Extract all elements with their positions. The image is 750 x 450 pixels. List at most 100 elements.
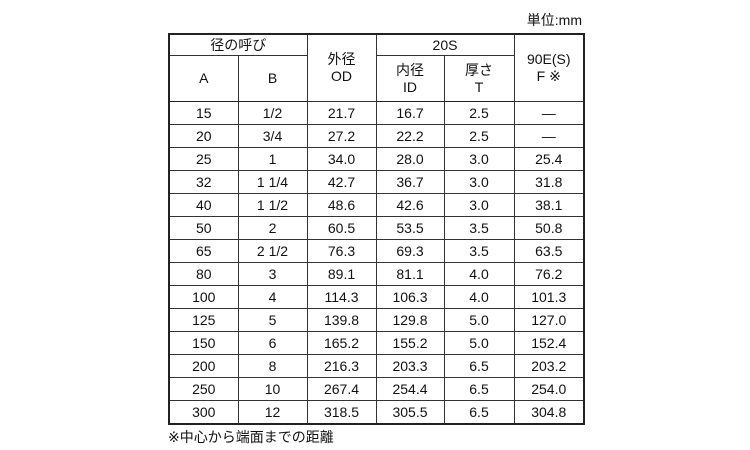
cell-f: — <box>513 101 585 125</box>
cell-od: 165.2 <box>306 331 377 355</box>
cell-t: 3.0 <box>443 193 515 217</box>
header-a: A <box>168 55 239 102</box>
cell-id: 106.3 <box>375 285 445 309</box>
table-row: 300 12 318.5 305.5 6.5 304.8 <box>168 400 585 425</box>
cell-id: 53.5 <box>375 216 445 240</box>
cell-t: 6.5 <box>443 354 515 378</box>
cell-f: 203.2 <box>513 354 585 378</box>
cell-od: 114.3 <box>306 285 377 309</box>
cell-id: 254.4 <box>375 377 445 401</box>
cell-t: 2.5 <box>443 101 515 125</box>
cell-od: 42.7 <box>306 170 377 194</box>
cell-f: 76.2 <box>513 262 585 286</box>
cell-f: 127.0 <box>513 308 585 332</box>
cell-t: 5.0 <box>443 308 515 332</box>
cell-f: 63.5 <box>513 239 585 263</box>
cell-od: 76.3 <box>306 239 377 263</box>
cell-b: 3/4 <box>237 124 308 148</box>
header-center-to-end: 90E(S) F ※ <box>513 33 585 102</box>
cell-b: 4 <box>237 285 308 309</box>
cell-a: 32 <box>168 170 239 194</box>
cell-id: 129.8 <box>375 308 445 332</box>
footnote: ※中心から端面までの距離 <box>168 429 334 445</box>
cell-id: 155.2 <box>375 331 445 355</box>
table-row: 200 8 216.3 203.3 6.5 203.2 <box>168 354 585 378</box>
cell-id: 36.7 <box>375 170 445 194</box>
cell-b: 10 <box>237 377 308 401</box>
cell-id: 16.7 <box>375 101 445 125</box>
cell-a: 20 <box>168 124 239 148</box>
cell-id: 22.2 <box>375 124 445 148</box>
cell-od: 34.0 <box>306 147 377 171</box>
cell-b: 2 <box>237 216 308 240</box>
cell-b: 1 <box>237 147 308 171</box>
cell-a: 50 <box>168 216 239 240</box>
cell-a: 65 <box>168 239 239 263</box>
cell-t: 6.5 <box>443 377 515 401</box>
cell-od: 60.5 <box>306 216 377 240</box>
cell-id: 305.5 <box>375 400 445 425</box>
cell-a: 15 <box>168 101 239 125</box>
table-row: 65 2 1/2 76.3 69.3 3.5 63.5 <box>168 239 585 263</box>
unit-label: 単位:mm <box>526 12 582 28</box>
cell-a: 300 <box>168 400 239 425</box>
table-row: 250 10 267.4 254.4 6.5 254.0 <box>168 377 585 401</box>
cell-a: 100 <box>168 285 239 309</box>
table-row: 100 4 114.3 106.3 4.0 101.3 <box>168 285 585 309</box>
cell-f: 50.8 <box>513 216 585 240</box>
cell-a: 250 <box>168 377 239 401</box>
cell-a: 125 <box>168 308 239 332</box>
cell-a: 40 <box>168 193 239 217</box>
cell-f: — <box>513 124 585 148</box>
cell-b: 8 <box>237 354 308 378</box>
cell-f: 38.1 <box>513 193 585 217</box>
table-row: 125 5 139.8 129.8 5.0 127.0 <box>168 308 585 332</box>
table-row: 32 1 1/4 42.7 36.7 3.0 31.8 <box>168 170 585 194</box>
table-row: 150 6 165.2 155.2 5.0 152.4 <box>168 331 585 355</box>
pipe-dimension-table: 径の呼び 外径 OD 20S 90E(S) F ※ A B 内径 ID 厚さ T 15 1… <box>168 33 585 425</box>
cell-t: 2.5 <box>443 124 515 148</box>
cell-a: 25 <box>168 147 239 171</box>
cell-od: 48.6 <box>306 193 377 217</box>
cell-id: 81.1 <box>375 262 445 286</box>
cell-b: 1 1/4 <box>237 170 308 194</box>
cell-f: 101.3 <box>513 285 585 309</box>
cell-f: 25.4 <box>513 147 585 171</box>
cell-b: 6 <box>237 331 308 355</box>
table-row: 20 3/4 27.2 22.2 2.5— <box>168 124 585 148</box>
cell-t: 4.0 <box>443 262 515 286</box>
header-schedule: 20S <box>375 33 515 56</box>
header-inner-diameter: 内径 ID <box>375 55 445 102</box>
cell-b: 3 <box>237 262 308 286</box>
cell-b: 2 1/2 <box>237 239 308 263</box>
cell-t: 5.0 <box>443 331 515 355</box>
cell-b: 12 <box>237 400 308 425</box>
cell-t: 6.5 <box>443 400 515 425</box>
cell-od: 139.8 <box>306 308 377 332</box>
table-row: 80 3 89.1 81.1 4.0 76.2 <box>168 262 585 286</box>
cell-f: 254.0 <box>513 377 585 401</box>
cell-t: 3.0 <box>443 170 515 194</box>
cell-a: 80 <box>168 262 239 286</box>
cell-a: 150 <box>168 331 239 355</box>
table-row: 15 1/2 21.7 16.7 2.5— <box>168 101 585 125</box>
cell-t: 3.5 <box>443 239 515 263</box>
cell-b: 1/2 <box>237 101 308 125</box>
table-row: 40 1 1/2 48.6 42.6 3.0 38.1 <box>168 193 585 217</box>
header-b: B <box>237 55 308 102</box>
cell-t: 4.0 <box>443 285 515 309</box>
cell-id: 28.0 <box>375 147 445 171</box>
cell-f: 31.8 <box>513 170 585 194</box>
cell-b: 1 1/2 <box>237 193 308 217</box>
cell-id: 69.3 <box>375 239 445 263</box>
cell-od: 318.5 <box>306 400 377 425</box>
cell-b: 5 <box>237 308 308 332</box>
cell-t: 3.5 <box>443 216 515 240</box>
cell-t: 3.0 <box>443 147 515 171</box>
cell-a: 200 <box>168 354 239 378</box>
cell-id: 42.6 <box>375 193 445 217</box>
cell-od: 89.1 <box>306 262 377 286</box>
cell-f: 304.8 <box>513 400 585 425</box>
cell-od: 27.2 <box>306 124 377 148</box>
cell-f: 152.4 <box>513 331 585 355</box>
